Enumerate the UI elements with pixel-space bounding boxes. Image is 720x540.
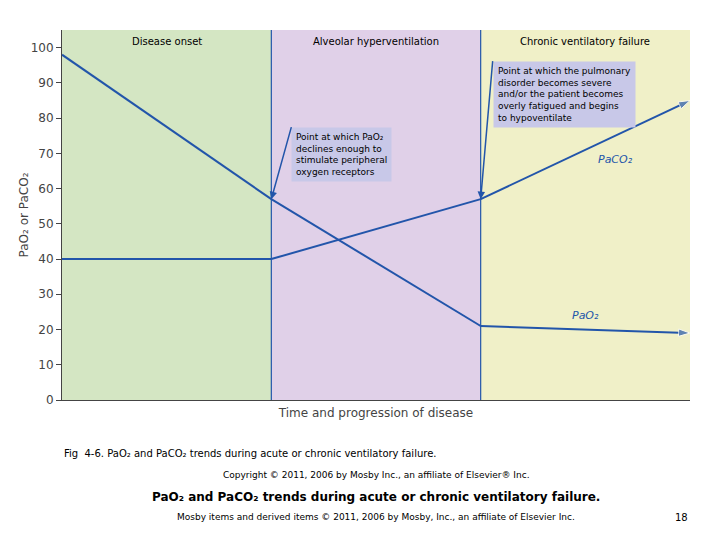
svg-text:50: 50 — [38, 217, 53, 231]
svg-text:Disease onset: Disease onset — [132, 36, 202, 47]
svg-text:Mosby items and derived items: Mosby items and derived items © 2011, 20… — [177, 512, 575, 522]
svg-text:70: 70 — [38, 147, 53, 161]
svg-text:Point at which PaO₂declines en: Point at which PaO₂declines enough tosti… — [296, 132, 387, 177]
svg-text:Time and progression of diseas: Time and progression of disease — [278, 406, 473, 420]
svg-text:Chronic ventilatory failure: Chronic ventilatory failure — [520, 36, 650, 47]
svg-text:PaO₂ and PaCO₂ trends during a: PaO₂ and PaCO₂ trends during acute or ch… — [152, 490, 600, 504]
svg-text:80: 80 — [38, 111, 53, 125]
svg-text:60: 60 — [38, 182, 53, 196]
svg-text:0: 0 — [46, 393, 54, 407]
svg-text:PaO₂: PaO₂ — [572, 309, 599, 322]
svg-text:Copyright © 2011, 2006 by Mosb: Copyright © 2011, 2006 by Mosby Inc., an… — [223, 470, 530, 480]
svg-text:30: 30 — [38, 287, 53, 301]
svg-text:40: 40 — [38, 252, 53, 266]
svg-text:Fig 4-6. PaO₂ and PaCO₂ trend: Fig 4-6. PaO₂ and PaCO₂ trends during ac… — [64, 448, 436, 459]
svg-text:PaO₂ or PaCO₂: PaO₂ or PaCO₂ — [17, 172, 31, 257]
svg-text:100: 100 — [31, 41, 54, 55]
svg-text:Alveolar hyperventilation: Alveolar hyperventilation — [313, 36, 439, 47]
svg-text:PaCO₂: PaCO₂ — [598, 153, 633, 166]
svg-text:10: 10 — [38, 358, 53, 372]
svg-text:18: 18 — [675, 512, 688, 523]
svg-text:90: 90 — [38, 76, 53, 90]
svg-text:Point at which the pulmonarydi: Point at which the pulmonarydisorder bec… — [498, 66, 631, 123]
svg-text:20: 20 — [38, 323, 53, 337]
